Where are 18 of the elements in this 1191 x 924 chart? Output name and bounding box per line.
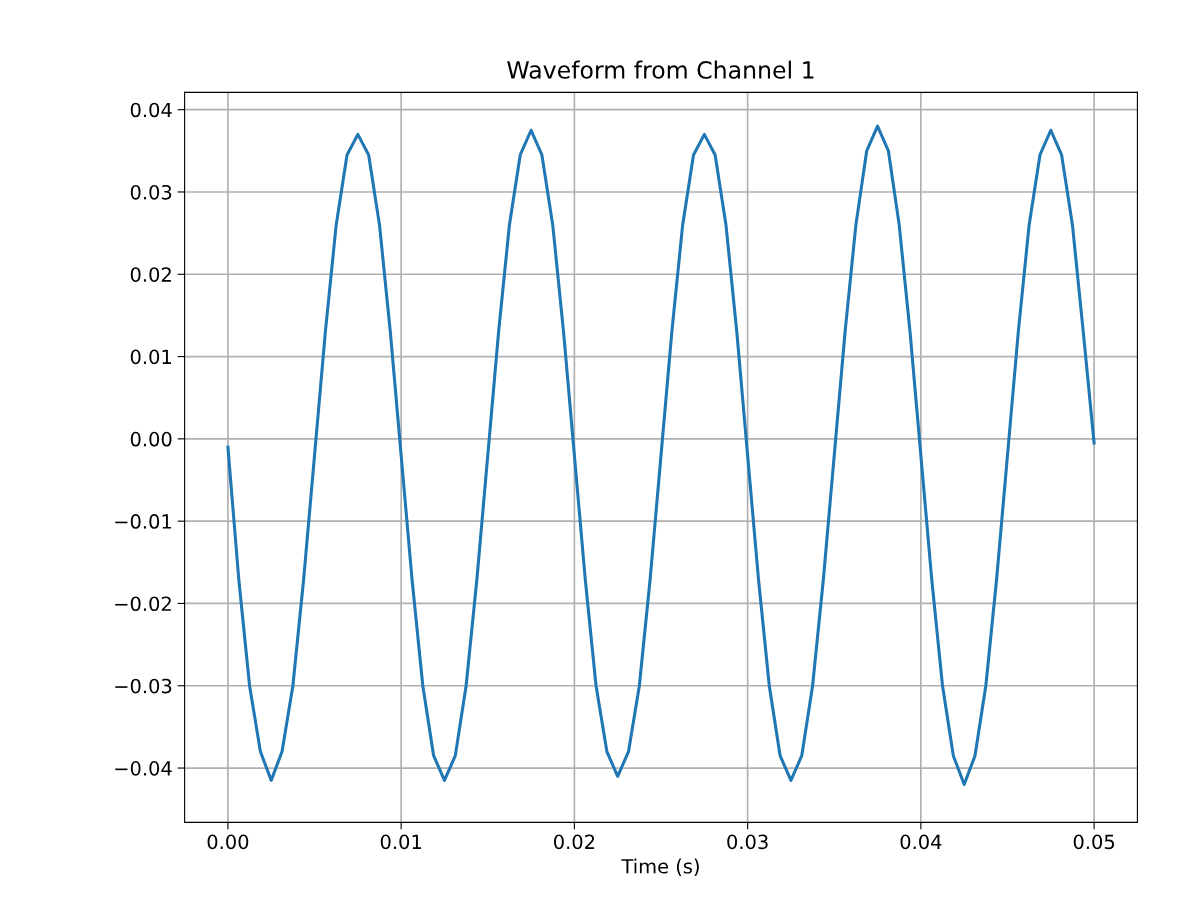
x-axis-title: Time (s): [621, 858, 699, 876]
y-tick-label: −0.03: [115, 678, 172, 694]
x-tick-label: 0.00: [207, 834, 249, 850]
y-tick-label: 0.02: [130, 267, 171, 282]
chart-title: Waveform from Channel 1: [507, 60, 814, 79]
y-tick-label: −0.04: [115, 761, 172, 776]
y-tick-label: 0.03: [130, 184, 172, 200]
y-tick-label: 0.01: [130, 349, 171, 365]
y-tick-label: 0.00: [130, 431, 172, 447]
y-tick-label: −0.01: [115, 514, 171, 529]
line-series: [226, 124, 1096, 787]
x-tick-label: 0.03: [727, 834, 768, 850]
y-tick-label: −0.02: [115, 596, 171, 612]
x-tick-label: 0.05: [1073, 834, 1115, 850]
x-tick-label: 0.01: [380, 834, 421, 850]
x-tick-label: 0.02: [554, 834, 595, 850]
x-tick-label: 0.04: [900, 834, 942, 850]
y-tick-label: 0.04: [130, 102, 172, 118]
